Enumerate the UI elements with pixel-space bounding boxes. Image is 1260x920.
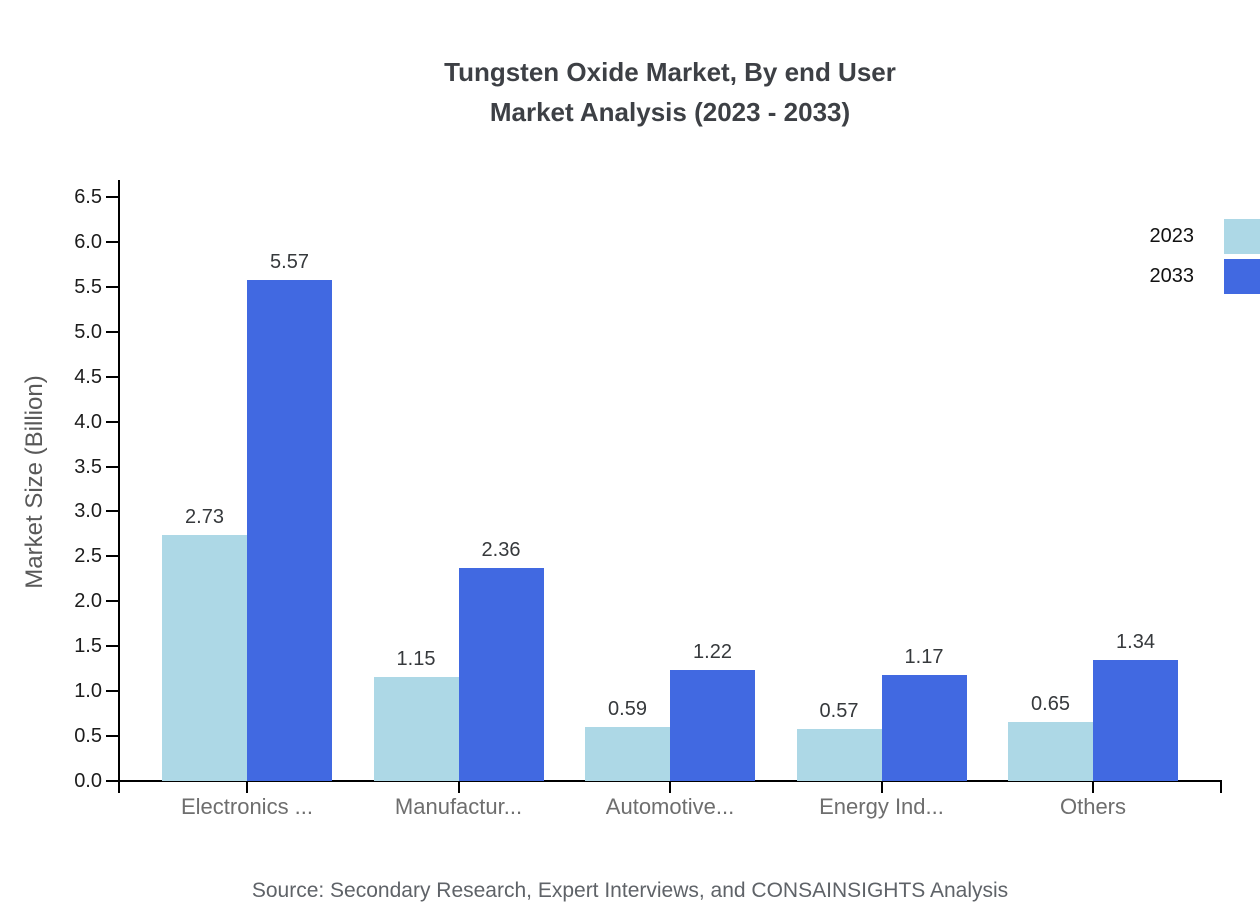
x-axis-end-tick xyxy=(1220,782,1222,793)
bar-2033-3 xyxy=(670,670,755,781)
x-tick-mark xyxy=(457,782,460,793)
y-tick-mark xyxy=(106,420,118,423)
bar-2033-1 xyxy=(247,279,332,781)
legend-item-2023: 2023 xyxy=(1150,219,1260,254)
x-category-label: Energy Ind... xyxy=(819,794,944,819)
y-tick-mark xyxy=(106,510,118,513)
x-tick-mark xyxy=(1092,782,1094,793)
bar-value-label: 2.73 xyxy=(185,505,224,528)
y-tick-mark xyxy=(106,600,118,603)
y-tick-label: 0.5 xyxy=(74,725,102,748)
x-axis-line xyxy=(118,780,1222,782)
bar-value-label: 1.15 xyxy=(396,647,436,670)
bar-value-label: 5.57 xyxy=(270,250,309,273)
y-tick-label: 6.0 xyxy=(74,230,102,253)
bar-value-label: 0.65 xyxy=(1031,692,1070,715)
y-tick-label: 1.0 xyxy=(74,680,102,703)
y-tick-mark xyxy=(106,240,118,243)
bar-value-label: 0.57 xyxy=(819,699,859,722)
bar-value-label: 0.59 xyxy=(608,697,647,720)
y-tick-mark xyxy=(106,555,118,558)
y-tick-mark xyxy=(106,195,118,198)
legend: 2023 2033 xyxy=(1150,219,1260,299)
y-tick-mark xyxy=(106,780,118,782)
y-tick-label: 5.0 xyxy=(74,320,102,343)
y-tick-mark xyxy=(106,330,118,333)
x-category-label: Automotive... xyxy=(605,794,735,819)
bar-2033-4 xyxy=(881,674,967,781)
bar-2023-2 xyxy=(373,676,459,781)
y-tick-label: 1.5 xyxy=(74,635,102,658)
bar-2023-3 xyxy=(585,726,670,781)
bar-2033-2 xyxy=(458,567,544,781)
y-tick-mark xyxy=(106,690,118,693)
x-category-label: Others xyxy=(1059,794,1127,819)
bar-value-label: 2.36 xyxy=(481,538,521,561)
bar-2023-4 xyxy=(796,728,882,781)
y-tick-mark xyxy=(106,735,118,738)
bar-2033-5 xyxy=(1093,659,1178,781)
chart-title-line2: Market Analysis (2023 - 2033) xyxy=(489,97,851,127)
bar-value-label: 1.22 xyxy=(693,641,732,664)
legend-item-2033: 2033 xyxy=(1150,259,1260,294)
y-tick-mark xyxy=(106,375,118,378)
y-tick-label: 5.5 xyxy=(74,275,102,298)
legend-label-2023: 2023 xyxy=(1149,225,1195,247)
y-tick-label: 6.5 xyxy=(74,185,102,208)
y-tick-mark xyxy=(106,645,118,648)
legend-swatch-2023 xyxy=(1224,219,1260,254)
y-tick-mark xyxy=(106,465,118,468)
x-category-label: Manufactur... xyxy=(394,794,523,819)
y-tick-label: 4.0 xyxy=(74,410,102,433)
legend-swatch-2033 xyxy=(1224,259,1260,294)
bar-2023-1 xyxy=(162,534,247,781)
y-tick-label: 0.0 xyxy=(74,770,102,792)
chart-title-line1: Tungsten Oxide Market, By end User xyxy=(444,57,896,87)
bar-2023-5 xyxy=(1008,721,1093,781)
y-tick-mark xyxy=(106,285,118,288)
y-tick-label: 4.5 xyxy=(74,365,102,388)
bar-value-label: 1.34 xyxy=(1116,630,1155,653)
legend-label-2033: 2033 xyxy=(1149,265,1195,287)
y-tick-label: 2.5 xyxy=(74,545,102,568)
y-tick-label: 3.5 xyxy=(74,455,102,478)
y-tick-label: 2.0 xyxy=(74,590,102,613)
y-axis-line xyxy=(118,180,120,782)
bar-value-label: 1.17 xyxy=(904,645,944,668)
source-note: Source: Secondary Research, Expert Inter… xyxy=(251,879,1009,902)
x-tick-mark xyxy=(880,782,883,793)
x-axis-end-tick xyxy=(118,782,120,793)
x-tick-mark xyxy=(246,782,248,793)
y-tick-label: 3.0 xyxy=(74,500,102,523)
x-category-label: Electronics ... xyxy=(180,794,314,819)
x-tick-mark xyxy=(669,782,671,793)
chart-title: Tungsten Oxide Market, By end User Marke… xyxy=(80,52,1260,132)
